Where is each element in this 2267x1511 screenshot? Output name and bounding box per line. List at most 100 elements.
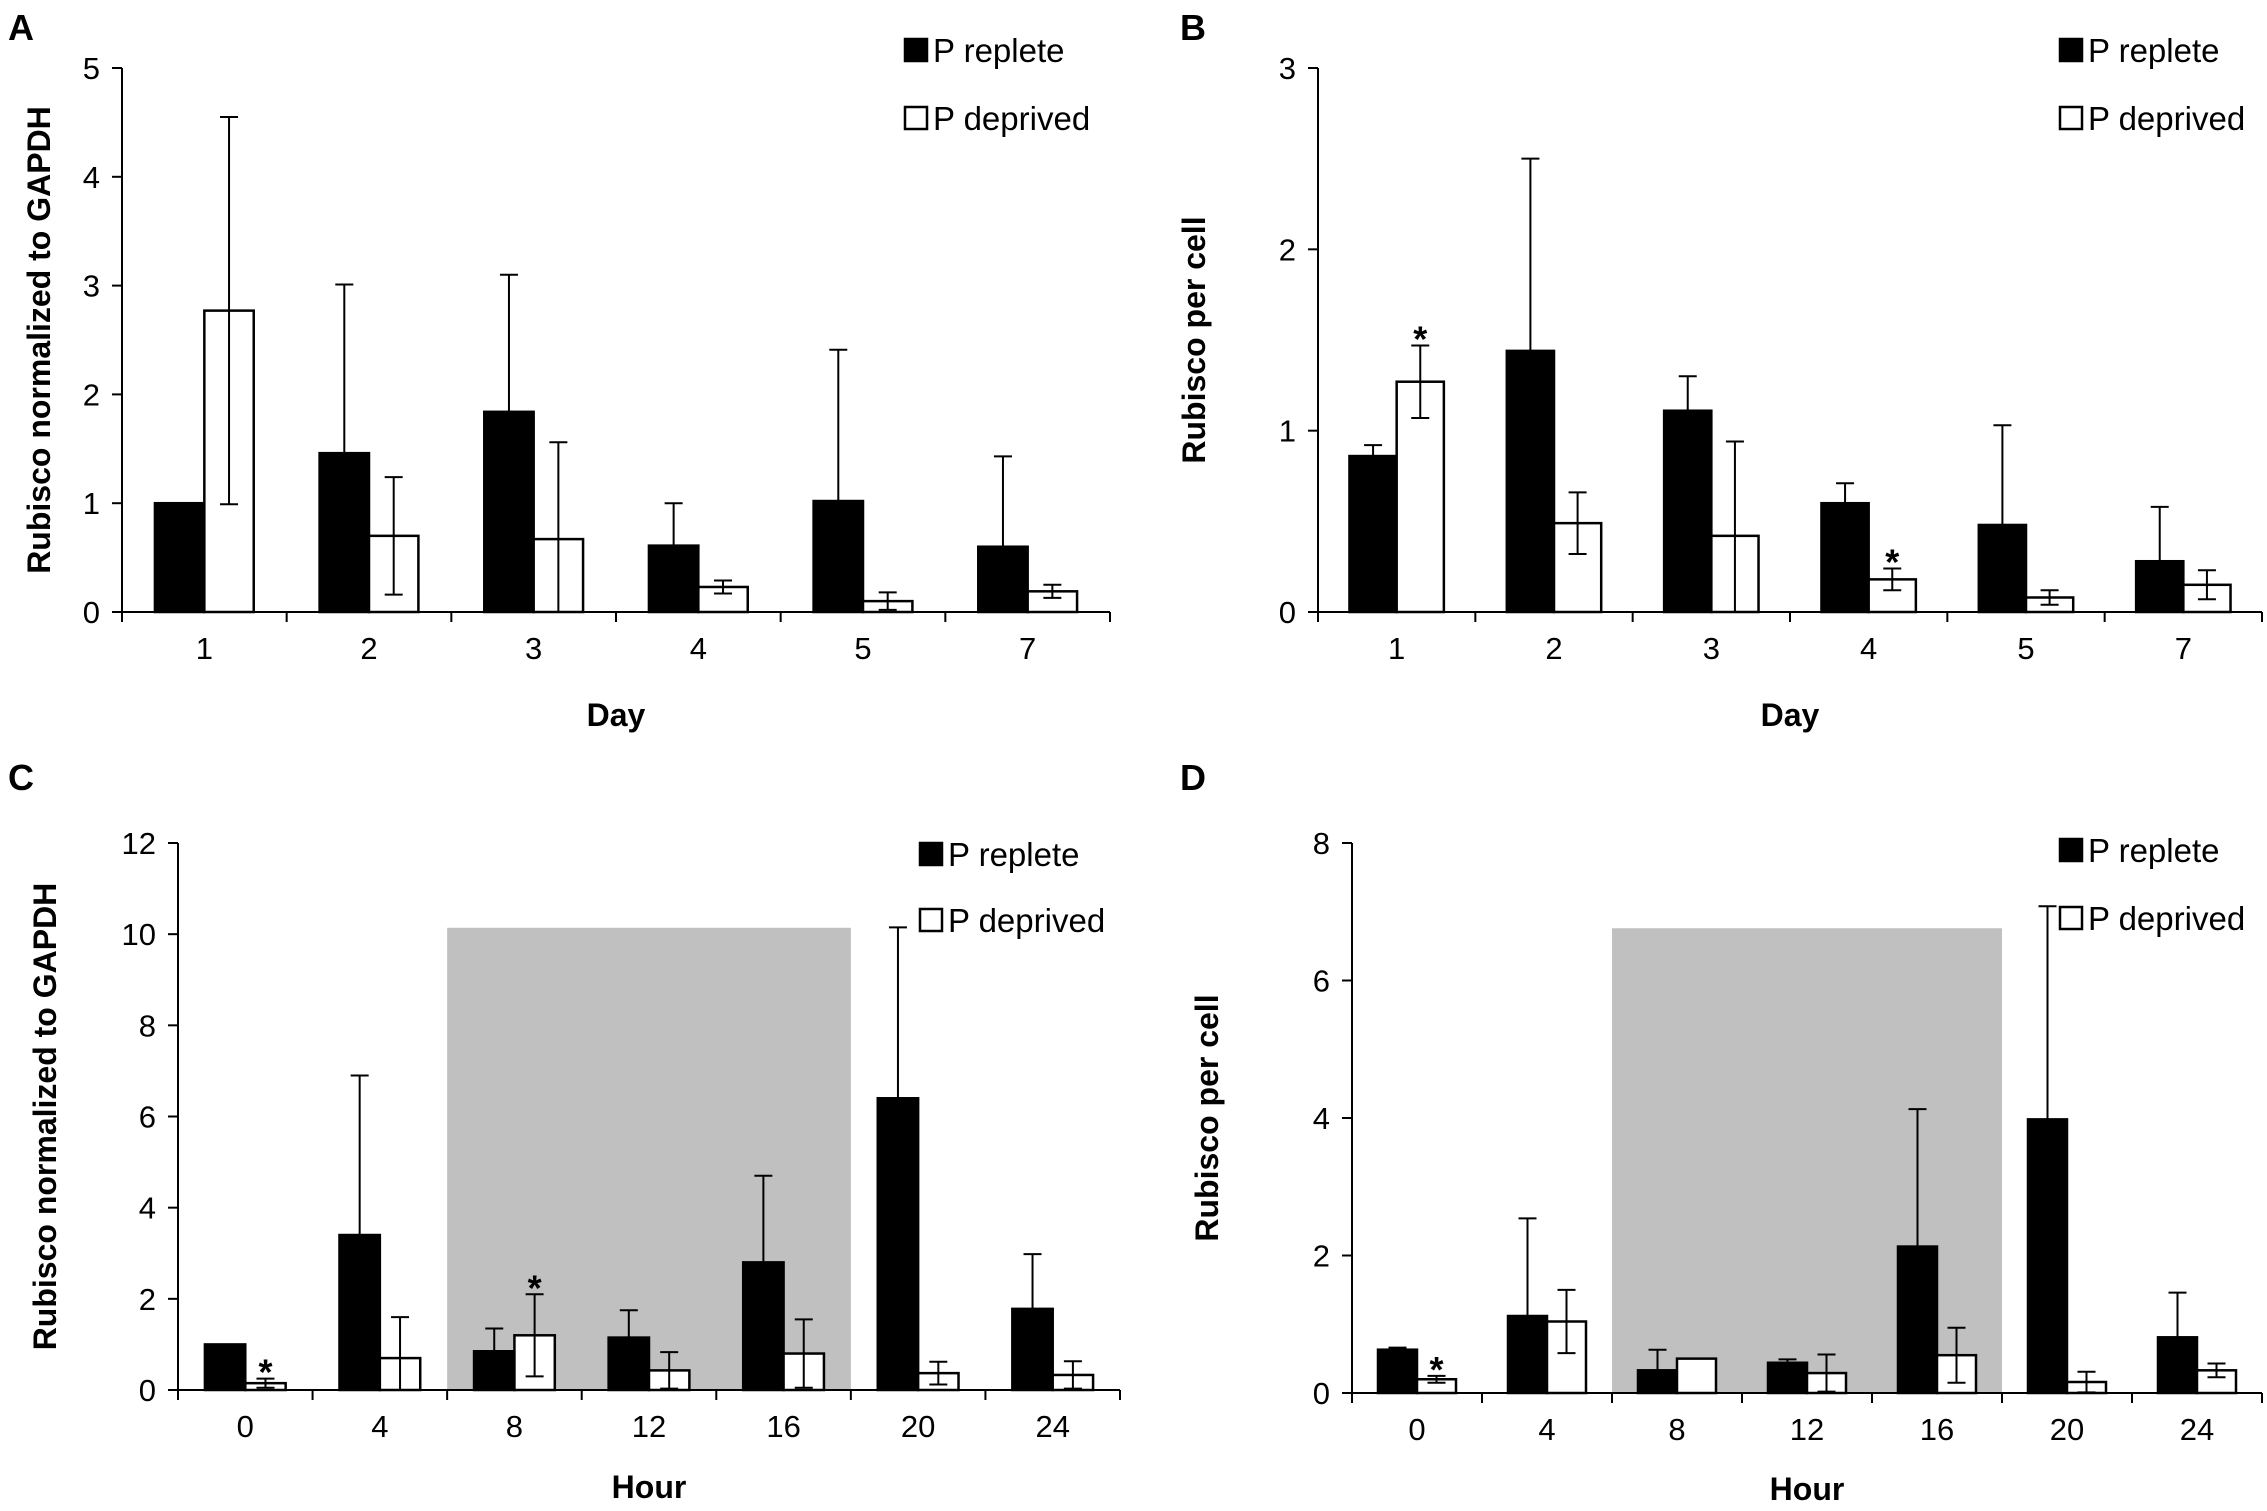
x-tick-label: 7 xyxy=(2175,631,2192,666)
significance-star: * xyxy=(258,1352,272,1393)
panel-letter: A xyxy=(8,7,34,48)
bar-p-replete xyxy=(2134,559,2185,614)
bar-p-replete xyxy=(812,499,865,614)
y-tick-label: 3 xyxy=(1279,51,1296,86)
x-tick-label: 3 xyxy=(1703,631,1720,666)
y-tick-label: 4 xyxy=(83,160,100,195)
y-tick-label: 2 xyxy=(1313,1239,1330,1274)
y-tick-label: 4 xyxy=(139,1191,156,1226)
legend-label-p-replete: P replete xyxy=(2088,32,2219,69)
bar-p-replete xyxy=(1977,523,2028,614)
legend-label-p-replete: P replete xyxy=(2088,832,2219,869)
bar-p-replete xyxy=(203,1343,247,1392)
x-tick-label: 12 xyxy=(1790,1412,1824,1447)
x-tick-label: 24 xyxy=(2180,1412,2214,1447)
legend-swatch-p-deprived xyxy=(2058,905,2084,931)
bar-p-replete xyxy=(1896,1245,1939,1395)
y-tick-label: 1 xyxy=(1279,414,1296,449)
bar-p-replete xyxy=(876,1097,920,1392)
legend-swatch-p-deprived xyxy=(903,105,929,131)
x-tick-label: 5 xyxy=(2017,631,2034,666)
x-tick-label: 16 xyxy=(1920,1412,1954,1447)
y-tick-label: 1 xyxy=(83,486,100,521)
panel-a: A 0 1 2 3 4 5 1 2 3 4 5 7 Day Rubisco normalized to GA… xyxy=(8,7,1111,733)
x-tick-label: 4 xyxy=(371,1409,388,1444)
bar-p-replete xyxy=(483,410,535,614)
bar-p-replete xyxy=(1766,1361,1809,1395)
legend-swatch-p-replete xyxy=(2058,37,2084,63)
bar-p-deprived xyxy=(1395,380,1446,614)
legend-swatch-p-replete xyxy=(903,37,929,63)
legend-label-p-replete: P replete xyxy=(948,836,1079,873)
x-tick-label: 8 xyxy=(1668,1412,1685,1447)
y-axis-title: Rubisco per cell xyxy=(1189,994,1225,1241)
y-tick-label: 0 xyxy=(1279,595,1296,630)
panel-letter: B xyxy=(1180,7,1206,48)
bar-p-replete xyxy=(472,1350,516,1392)
bar-p-replete xyxy=(338,1233,382,1392)
legend-label-p-replete: P replete xyxy=(933,32,1064,69)
panel-letter: D xyxy=(1180,757,1206,798)
significance-star: * xyxy=(1413,318,1427,359)
y-tick-label: 0 xyxy=(1313,1376,1330,1411)
x-tick-label: 5 xyxy=(854,631,871,666)
x-tick-label: 7 xyxy=(1019,631,1036,666)
x-tick-label: 24 xyxy=(1035,1409,1069,1444)
legend-label-p-deprived: P deprived xyxy=(2088,900,2245,937)
x-tick-label: 0 xyxy=(237,1409,254,1444)
y-tick-label: 2 xyxy=(139,1282,156,1317)
x-axis-title: Hour xyxy=(1770,1471,1845,1507)
x-tick-label: 20 xyxy=(901,1409,935,1444)
y-tick-label: 12 xyxy=(122,826,156,861)
y-tick-label: 0 xyxy=(83,595,100,630)
bar-p-deprived xyxy=(1675,1357,1718,1395)
panel-b: B 0 1 2 3 1 2 3 4 5 7 * * Day Rubisco per cell P replet… xyxy=(1176,7,2263,733)
bar-p-replete xyxy=(1662,409,1713,614)
x-tick-label: 1 xyxy=(196,631,213,666)
y-tick-label: 6 xyxy=(139,1100,156,1135)
x-tick-label: 20 xyxy=(2050,1412,2084,1447)
y-tick-label: 3 xyxy=(83,269,100,304)
legend-swatch-p-replete xyxy=(2058,837,2084,863)
x-tick-label: 2 xyxy=(360,631,377,666)
significance-star: * xyxy=(1429,1349,1443,1390)
y-axis-title: Rubisco normalized to GAPDH xyxy=(27,883,63,1351)
bar-p-replete xyxy=(318,451,371,614)
y-tick-label: 2 xyxy=(1279,232,1296,267)
legend-label-p-deprived: P deprived xyxy=(2088,100,2245,137)
bar-p-replete xyxy=(2156,1336,2199,1395)
bar-p-replete xyxy=(1506,1314,1549,1395)
y-axis-title: Rubisco normalized to GAPDH xyxy=(21,106,57,574)
bar-p-replete xyxy=(1376,1348,1419,1395)
legend-swatch-p-replete xyxy=(918,841,944,867)
bar-p-replete xyxy=(1636,1369,1679,1395)
x-tick-label: 8 xyxy=(506,1409,523,1444)
bar-p-replete xyxy=(741,1261,785,1392)
x-tick-label: 12 xyxy=(632,1409,666,1444)
y-tick-label: 2 xyxy=(83,377,100,412)
legend-label-p-deprived: P deprived xyxy=(933,100,1090,137)
legend-label-p-deprived: P deprived xyxy=(948,902,1105,939)
shaded-dark-period xyxy=(447,927,851,1390)
bar-p-replete xyxy=(1348,454,1398,614)
x-tick-label: 4 xyxy=(690,631,707,666)
y-tick-label: 5 xyxy=(83,51,100,86)
legend-swatch-p-deprived xyxy=(918,907,944,933)
bar-p-replete xyxy=(1011,1307,1054,1392)
bar-p-replete xyxy=(1505,349,1556,614)
y-axis-title: Rubisco per cell xyxy=(1176,216,1212,463)
y-tick-label: 8 xyxy=(1313,826,1330,861)
x-tick-label: 2 xyxy=(1545,631,1562,666)
significance-star: * xyxy=(1885,541,1899,582)
x-axis-title: Hour xyxy=(612,1469,687,1505)
bar-p-replete xyxy=(153,501,206,614)
bar-p-replete xyxy=(607,1336,651,1392)
bar-p-replete xyxy=(647,544,700,614)
significance-star: * xyxy=(528,1267,542,1308)
bar-p-replete xyxy=(2026,1118,2069,1395)
bar-p-replete xyxy=(1820,501,1870,614)
y-tick-label: 10 xyxy=(122,917,156,952)
